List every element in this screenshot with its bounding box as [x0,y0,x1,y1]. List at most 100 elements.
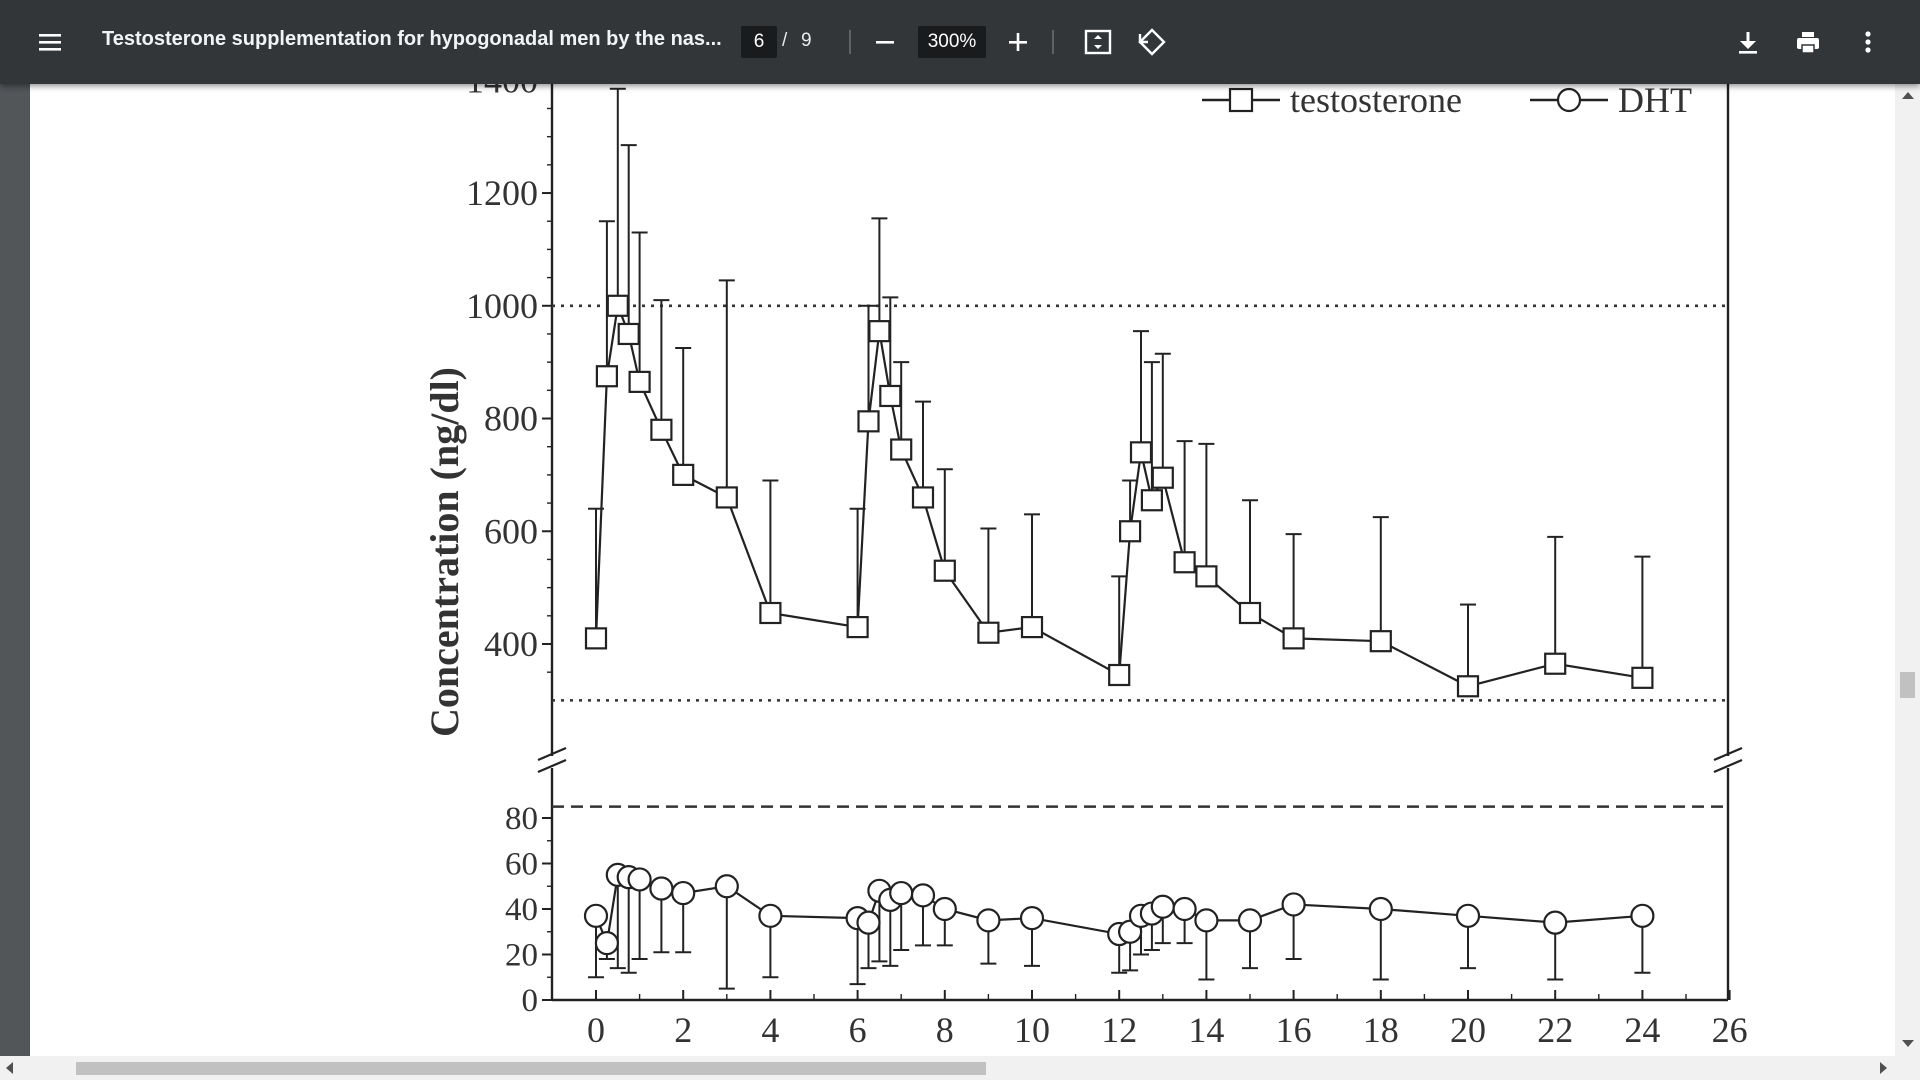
data-point-testosterone [672,463,695,486]
data-point-dht [649,876,674,901]
legend-marker-testosterone [1228,87,1254,113]
data-point-testosterone [715,486,738,509]
data-point-testosterone [628,370,651,393]
zoom-level-input[interactable]: 300% [918,26,986,58]
data-point-testosterone [759,601,782,625]
y-tick-label: 600 [484,511,538,551]
data-point-dht [627,867,652,892]
data-point-testosterone [650,418,673,441]
page-total: 9 [801,30,812,51]
legend-label-dht: DHT [1618,84,1692,120]
y-tick-label: 800 [484,399,538,439]
data-point-testosterone [1173,551,1196,574]
axis-break-mark [1713,758,1743,774]
pdf-toolbar: Testosterone supplementation for hypogon… [0,0,1920,84]
scroll-left-arrow-icon[interactable] [6,1062,13,1074]
x-tick-label: 22 [1537,1010,1573,1050]
data-point-testosterone [1282,627,1305,650]
x-tick-label: 16 [1276,1010,1312,1050]
axis-break-mark [537,758,567,774]
fit-page-icon[interactable] [1080,24,1116,60]
data-point-dht [594,931,620,956]
x-tick-label: 0 [587,1010,605,1050]
page-number-input[interactable]: 6 [741,26,777,58]
data-point-testosterone [617,322,640,346]
data-point-dht [714,874,739,899]
x-tick-label: 8 [936,1010,954,1050]
horizontal-scrollbar-thumb[interactable] [76,1062,986,1075]
x-tick-label: 10 [1014,1010,1050,1050]
y-tick-label: 0 [522,983,539,1019]
vertical-scrollbar-thumb[interactable] [1900,672,1915,698]
page-separator: / [782,30,788,51]
chart: 4006008001000120014000204060800246810121… [422,84,1748,1050]
data-point-testosterone [584,627,608,650]
x-tick-label: 12 [1101,1010,1137,1050]
toolbar-divider [849,30,851,54]
data-point-testosterone [846,615,869,639]
data-point-testosterone [890,438,913,461]
x-tick-label: 24 [1624,1010,1660,1050]
x-tick-label: 18 [1363,1010,1399,1050]
pdf-page: 4006008001000120014000204060800246810121… [30,84,1895,1056]
data-point-testosterone [857,410,880,433]
data-point-testosterone [1456,675,1480,698]
data-point-dht [583,903,609,928]
x-tick-label: 6 [849,1010,867,1050]
data-point-dht [932,896,957,922]
data-point-dht [1194,908,1219,933]
data-point-dht [1368,896,1393,922]
toolbar-divider [1052,30,1054,54]
data-point-dht [671,880,696,906]
y-tick-label: 1400 [466,84,538,100]
vertical-scrollbar[interactable] [1895,84,1920,1056]
data-point-testosterone [868,320,891,343]
scroll-up-arrow-icon[interactable] [1902,92,1914,99]
axis-break-mark [1713,746,1743,762]
data-point-testosterone [933,559,956,582]
scroll-down-arrow-icon[interactable] [1902,1040,1914,1047]
x-tick-label: 26 [1712,1010,1748,1050]
zoom-out-icon[interactable] [867,24,903,60]
y-tick-label: 400 [484,624,538,664]
data-point-testosterone [1631,666,1654,689]
x-tick-label: 14 [1188,1010,1224,1050]
legend-label-testosterone: testosterone [1290,84,1462,120]
more-icon[interactable] [1850,24,1886,60]
data-point-testosterone [1129,441,1153,464]
y-axis-label: Concentration (ng/dl) [422,367,467,737]
axis-break-mark [537,746,567,762]
data-point-dht [1455,903,1481,928]
download-icon[interactable] [1730,24,1766,60]
y-tick-label: 20 [505,938,538,974]
y-tick-label: 60 [505,847,538,883]
rotate-icon[interactable] [1134,24,1170,60]
legend-marker-dht [1556,87,1582,113]
data-point-testosterone [1369,630,1392,653]
zoom-in-icon[interactable] [1000,24,1036,60]
data-point-dht [1019,905,1045,931]
data-point-dht [1630,903,1655,928]
data-point-testosterone [1151,466,1174,489]
data-point-dht [1237,908,1263,933]
data-point-testosterone [1020,615,1044,639]
data-point-testosterone [595,365,619,388]
y-tick-label: 40 [505,892,538,928]
menu-icon[interactable] [32,24,68,60]
data-point-dht [889,880,914,906]
data-point-testosterone [1108,663,1131,687]
x-tick-label: 4 [761,1010,779,1050]
horizontal-scrollbar[interactable] [0,1056,1920,1080]
scroll-right-arrow-icon[interactable] [1880,1062,1887,1074]
data-point-testosterone [977,621,1000,644]
data-point-testosterone [606,294,629,317]
y-tick-label: 1200 [466,173,538,213]
y-tick-label: 1000 [466,286,538,326]
data-point-testosterone [1195,565,1218,588]
print-icon[interactable] [1790,24,1826,60]
data-point-dht [758,903,783,928]
data-point-testosterone [1140,489,1164,512]
data-point-dht [856,910,881,935]
data-point-testosterone [1238,601,1262,625]
x-tick-label: 20 [1450,1010,1486,1050]
